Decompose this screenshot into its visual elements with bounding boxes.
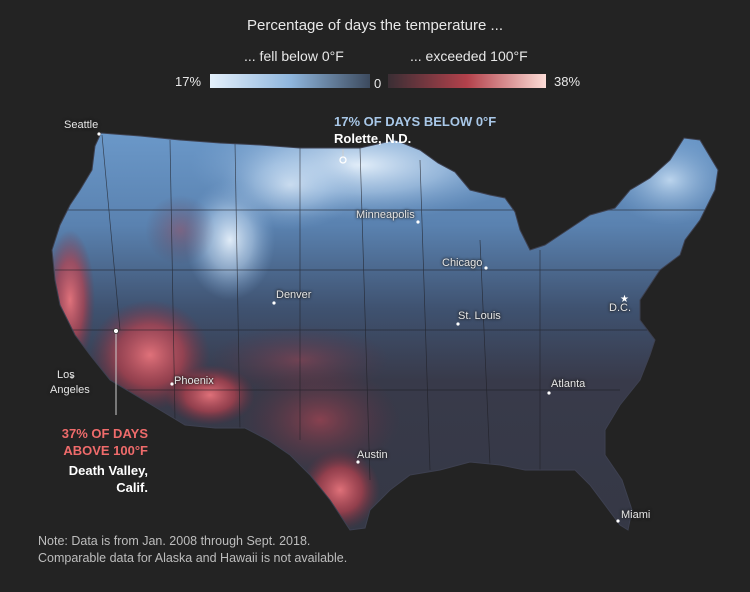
- city-label-miami: Miami: [621, 509, 651, 521]
- city-label-austin: Austin: [357, 449, 388, 461]
- city-label-chicago: Chicago: [442, 257, 483, 269]
- city-dot-seattle: [97, 132, 101, 136]
- city-dot-phoenix: [170, 382, 174, 386]
- legend-title: Percentage of days the temperature ...: [247, 17, 503, 34]
- city-dot-austin: [356, 460, 360, 464]
- city-label-denver: Denver: [276, 289, 312, 301]
- legend-min-label: 17%: [175, 74, 202, 89]
- footnote: Note: Data is from Jan. 2008 through Sep…: [38, 533, 347, 567]
- legend-cold-bar: [210, 74, 370, 88]
- cold-callout-place: Rolette, N.D.: [334, 131, 412, 146]
- dc-star-icon: ★: [620, 294, 629, 305]
- hot-callout-place-line2: Calif.: [116, 480, 148, 495]
- city-label-los-angeles-line2: Angeles: [50, 384, 90, 396]
- cold-callout-headline: 17% OF DAYS BELOW 0°F: [334, 114, 497, 129]
- city-label-los-angeles-line1: Los: [57, 369, 75, 381]
- city-label-st-louis: St. Louis: [458, 310, 501, 322]
- footnote-line2: Comparable data for Alaska and Hawaii is…: [38, 551, 348, 565]
- hot-callout-place-line1: Death Valley,: [68, 463, 148, 478]
- hot-callout-headline-line1: 37% OF DAYS: [61, 426, 148, 441]
- city-dot-atlanta: [547, 391, 551, 395]
- legend-hot-bar: [388, 74, 546, 88]
- hot-callout-headline-line2: ABOVE 100°F: [63, 443, 148, 458]
- city-dot-st-louis: [456, 322, 460, 326]
- death-valley-marker: [113, 328, 119, 334]
- city-label-atlanta: Atlanta: [551, 378, 586, 390]
- legend-above-label: ... exceeded 100°F: [410, 48, 528, 64]
- city-label-minneapolis: Minneapolis: [356, 209, 415, 221]
- city-dot-miami: [616, 519, 620, 523]
- city-dot-minneapolis: [416, 220, 420, 224]
- city-dot-chicago: [484, 266, 488, 270]
- city-label-dc: D.C.: [609, 302, 631, 314]
- legend-max-label: 38%: [554, 74, 581, 89]
- city-label-phoenix: Phoenix: [174, 375, 214, 387]
- rolette-marker: [339, 156, 347, 164]
- footnote-line1: Note: Data is from Jan. 2008 through Sep…: [38, 534, 311, 548]
- legend-below-label: ... fell below 0°F: [244, 48, 344, 64]
- city-label-seattle: Seattle: [64, 119, 99, 131]
- city-dot-denver: [272, 301, 276, 305]
- legend-mid-label: 0: [374, 76, 382, 91]
- city-dot-los-angeles: [70, 375, 74, 379]
